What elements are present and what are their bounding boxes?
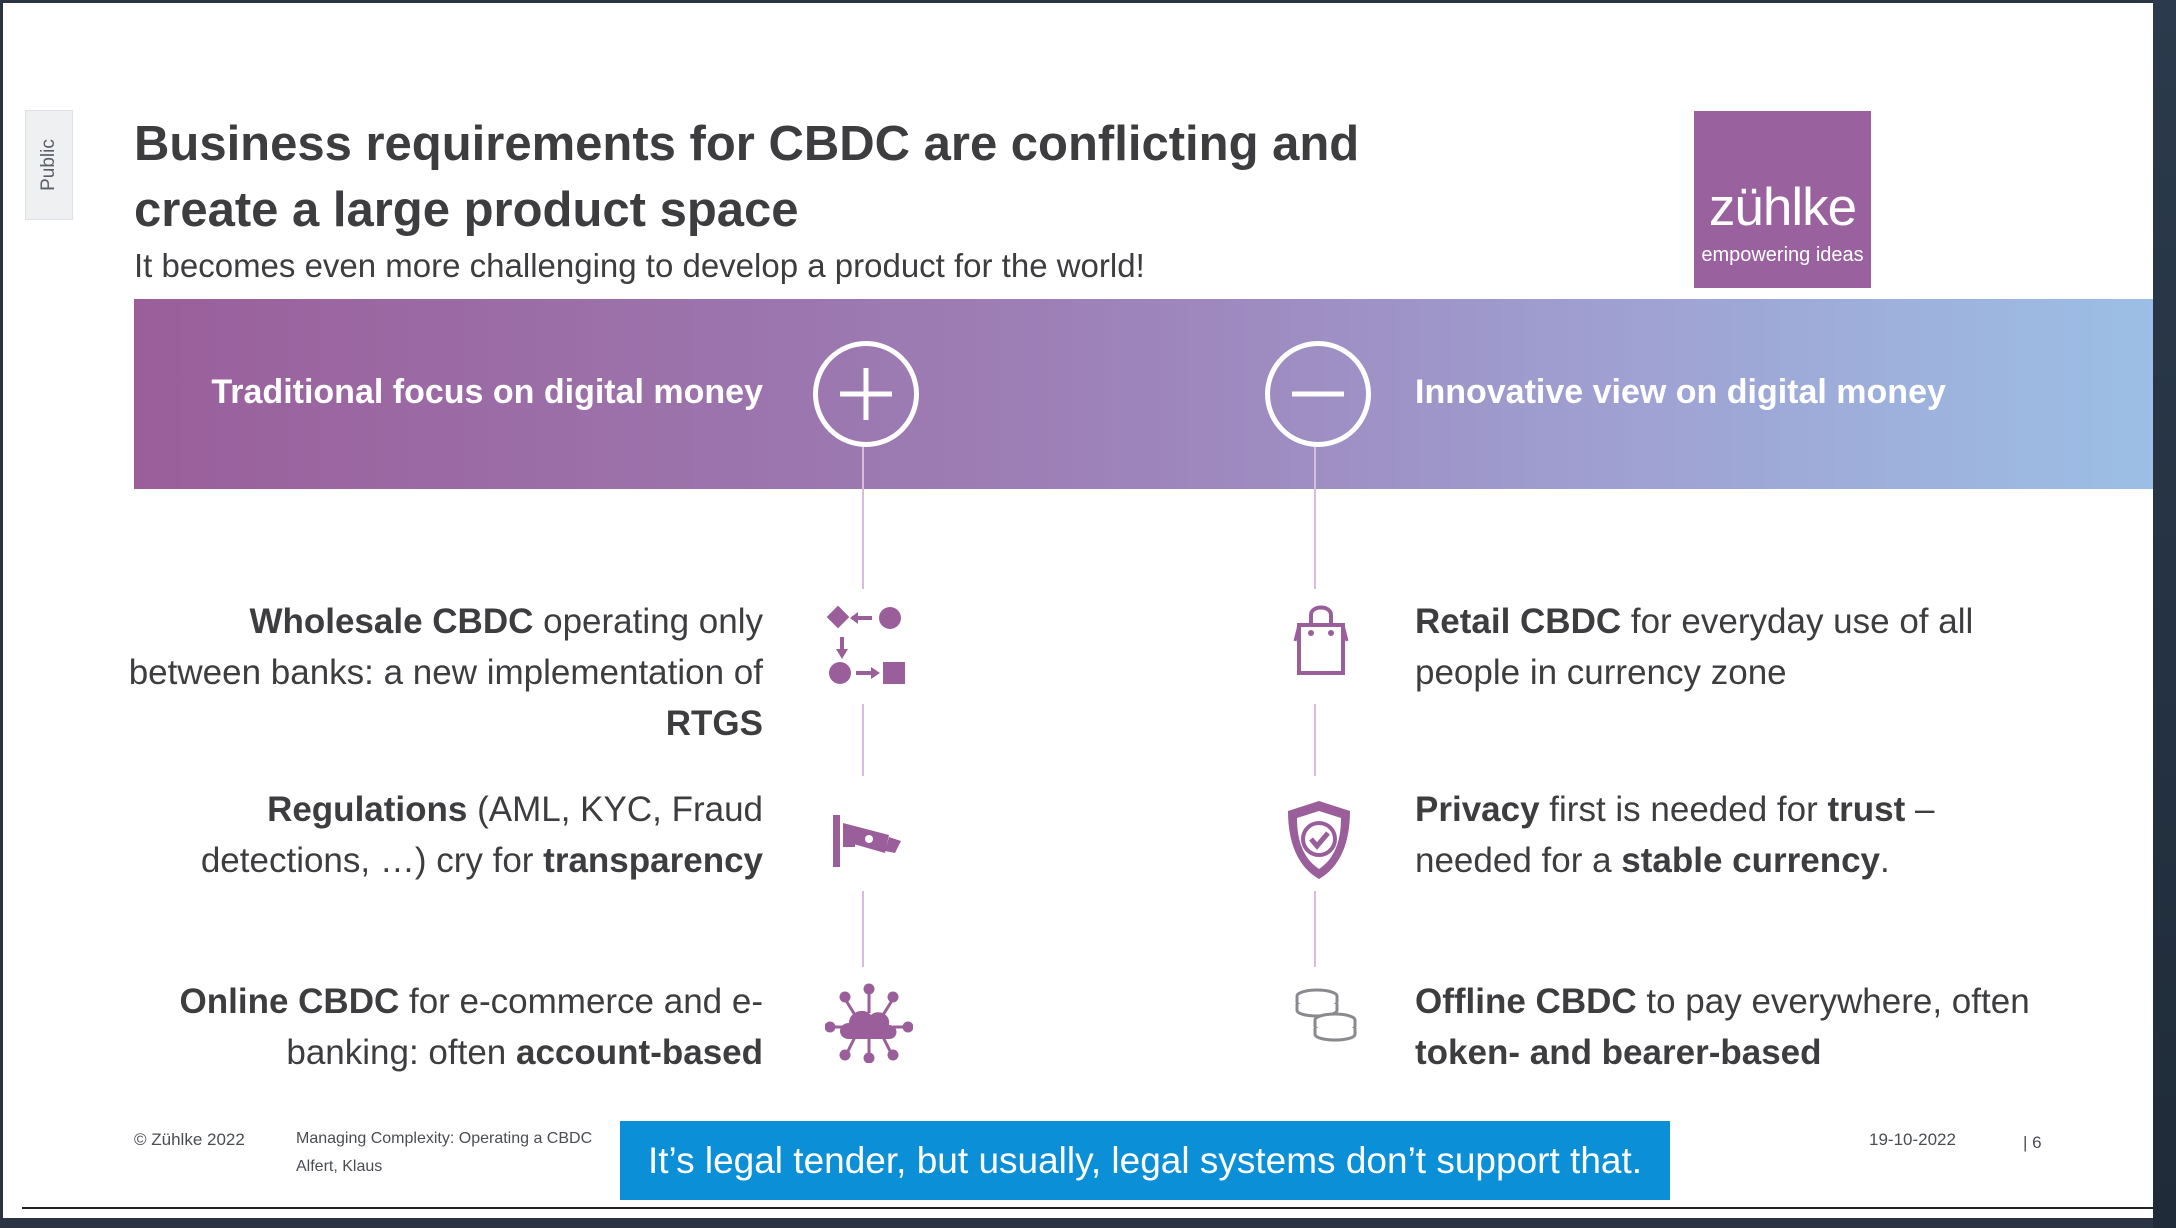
flow-shapes-icon	[826, 603, 906, 693]
connector-line	[862, 891, 864, 967]
right-item-offline: Offline CBDC to pay everywhere, often to…	[1415, 976, 2055, 1078]
coin-stacks-icon	[1289, 986, 1363, 1051]
right-column-heading: Innovative view on digital money	[1415, 373, 1946, 411]
logo-tagline: empowering ideas	[1701, 244, 1864, 266]
footer-date: 19-10-2022	[1869, 1130, 1956, 1149]
item-bold: RTGS	[665, 704, 763, 743]
left-item-wholesale: Wholesale CBDC operating only between ba…	[123, 596, 763, 749]
connector-line	[1314, 447, 1316, 589]
item-text: (AML, KYC, Fraud detections, …) cry for	[200, 790, 763, 880]
shield-check-icon	[1282, 797, 1356, 888]
connector-line	[862, 704, 864, 776]
connector-line	[1314, 704, 1316, 776]
logo-wordmark: zühlke	[1708, 178, 1857, 237]
zuhlke-logo: zühlke empowering ideas	[1694, 111, 1871, 288]
item-bold: Online CBDC	[179, 982, 400, 1021]
minus-icon	[1265, 341, 1371, 447]
item-bold: Retail CBDC	[1415, 602, 1622, 641]
cloud-network-icon	[824, 983, 914, 1068]
item-text: .	[1880, 841, 1890, 880]
item-text: operating only between banks: a new impl…	[128, 602, 763, 692]
classification-tag: Public	[25, 110, 73, 220]
left-item-online: Online CBDC for e-commerce and e-banking…	[123, 976, 763, 1078]
item-bold: Wholesale CBDC	[249, 602, 534, 641]
classification-label: Public	[38, 139, 59, 191]
item-bold: Offline CBDC	[1415, 982, 1637, 1021]
right-item-retail: Retail CBDC for everyday use of all peop…	[1415, 596, 2055, 698]
item-bold: token- and bearer-based	[1415, 1033, 1822, 1072]
slide-bottom-border	[22, 1207, 2153, 1209]
footer-author: Alfert, Klaus	[296, 1158, 383, 1175]
item-bold: account-based	[516, 1033, 763, 1072]
connector-line	[1314, 891, 1316, 967]
left-column-heading: Traditional focus on digital money	[211, 373, 763, 411]
footer-page-number: | 6	[2023, 1133, 2042, 1152]
item-bold: Regulations	[267, 790, 468, 829]
item-text: first is needed for	[1539, 790, 1828, 829]
item-text: for everyday use of all people in curren…	[1415, 602, 1974, 692]
left-item-regulations: Regulations (AML, KYC, Fraud detections,…	[123, 784, 763, 886]
item-text: for e-commerce and e-banking: often	[286, 982, 763, 1072]
footer-presentation-title: Managing Complexity: Operating a CBDC	[296, 1130, 593, 1147]
caption-banner: It’s legal tender, but usually, legal sy…	[620, 1121, 1670, 1200]
item-bold: trust	[1827, 790, 1906, 829]
slide: Public Business requirements for CBDC ar…	[3, 3, 2153, 1218]
shopping-bag-icon	[1293, 603, 1349, 684]
footer-copyright: © Zühlke 2022	[134, 1130, 245, 1149]
right-item-privacy: Privacy first is needed for trust – need…	[1415, 784, 2055, 886]
window-edge	[2153, 0, 2176, 1228]
slide-subtitle: It becomes even more challenging to deve…	[134, 247, 1145, 284]
item-bold: stable currency	[1621, 841, 1881, 880]
connector-line	[862, 447, 864, 589]
item-bold: Privacy	[1415, 790, 1540, 829]
surveillance-camera-icon	[829, 809, 903, 876]
slide-title: Business requirements for CBDC are confl…	[134, 117, 1360, 237]
item-text: – needed for a	[1415, 790, 1935, 880]
item-bold: transparency	[543, 841, 763, 880]
plus-icon	[813, 341, 919, 447]
header-band	[134, 299, 2153, 489]
item-text: to pay everywhere, often	[1636, 982, 2030, 1021]
